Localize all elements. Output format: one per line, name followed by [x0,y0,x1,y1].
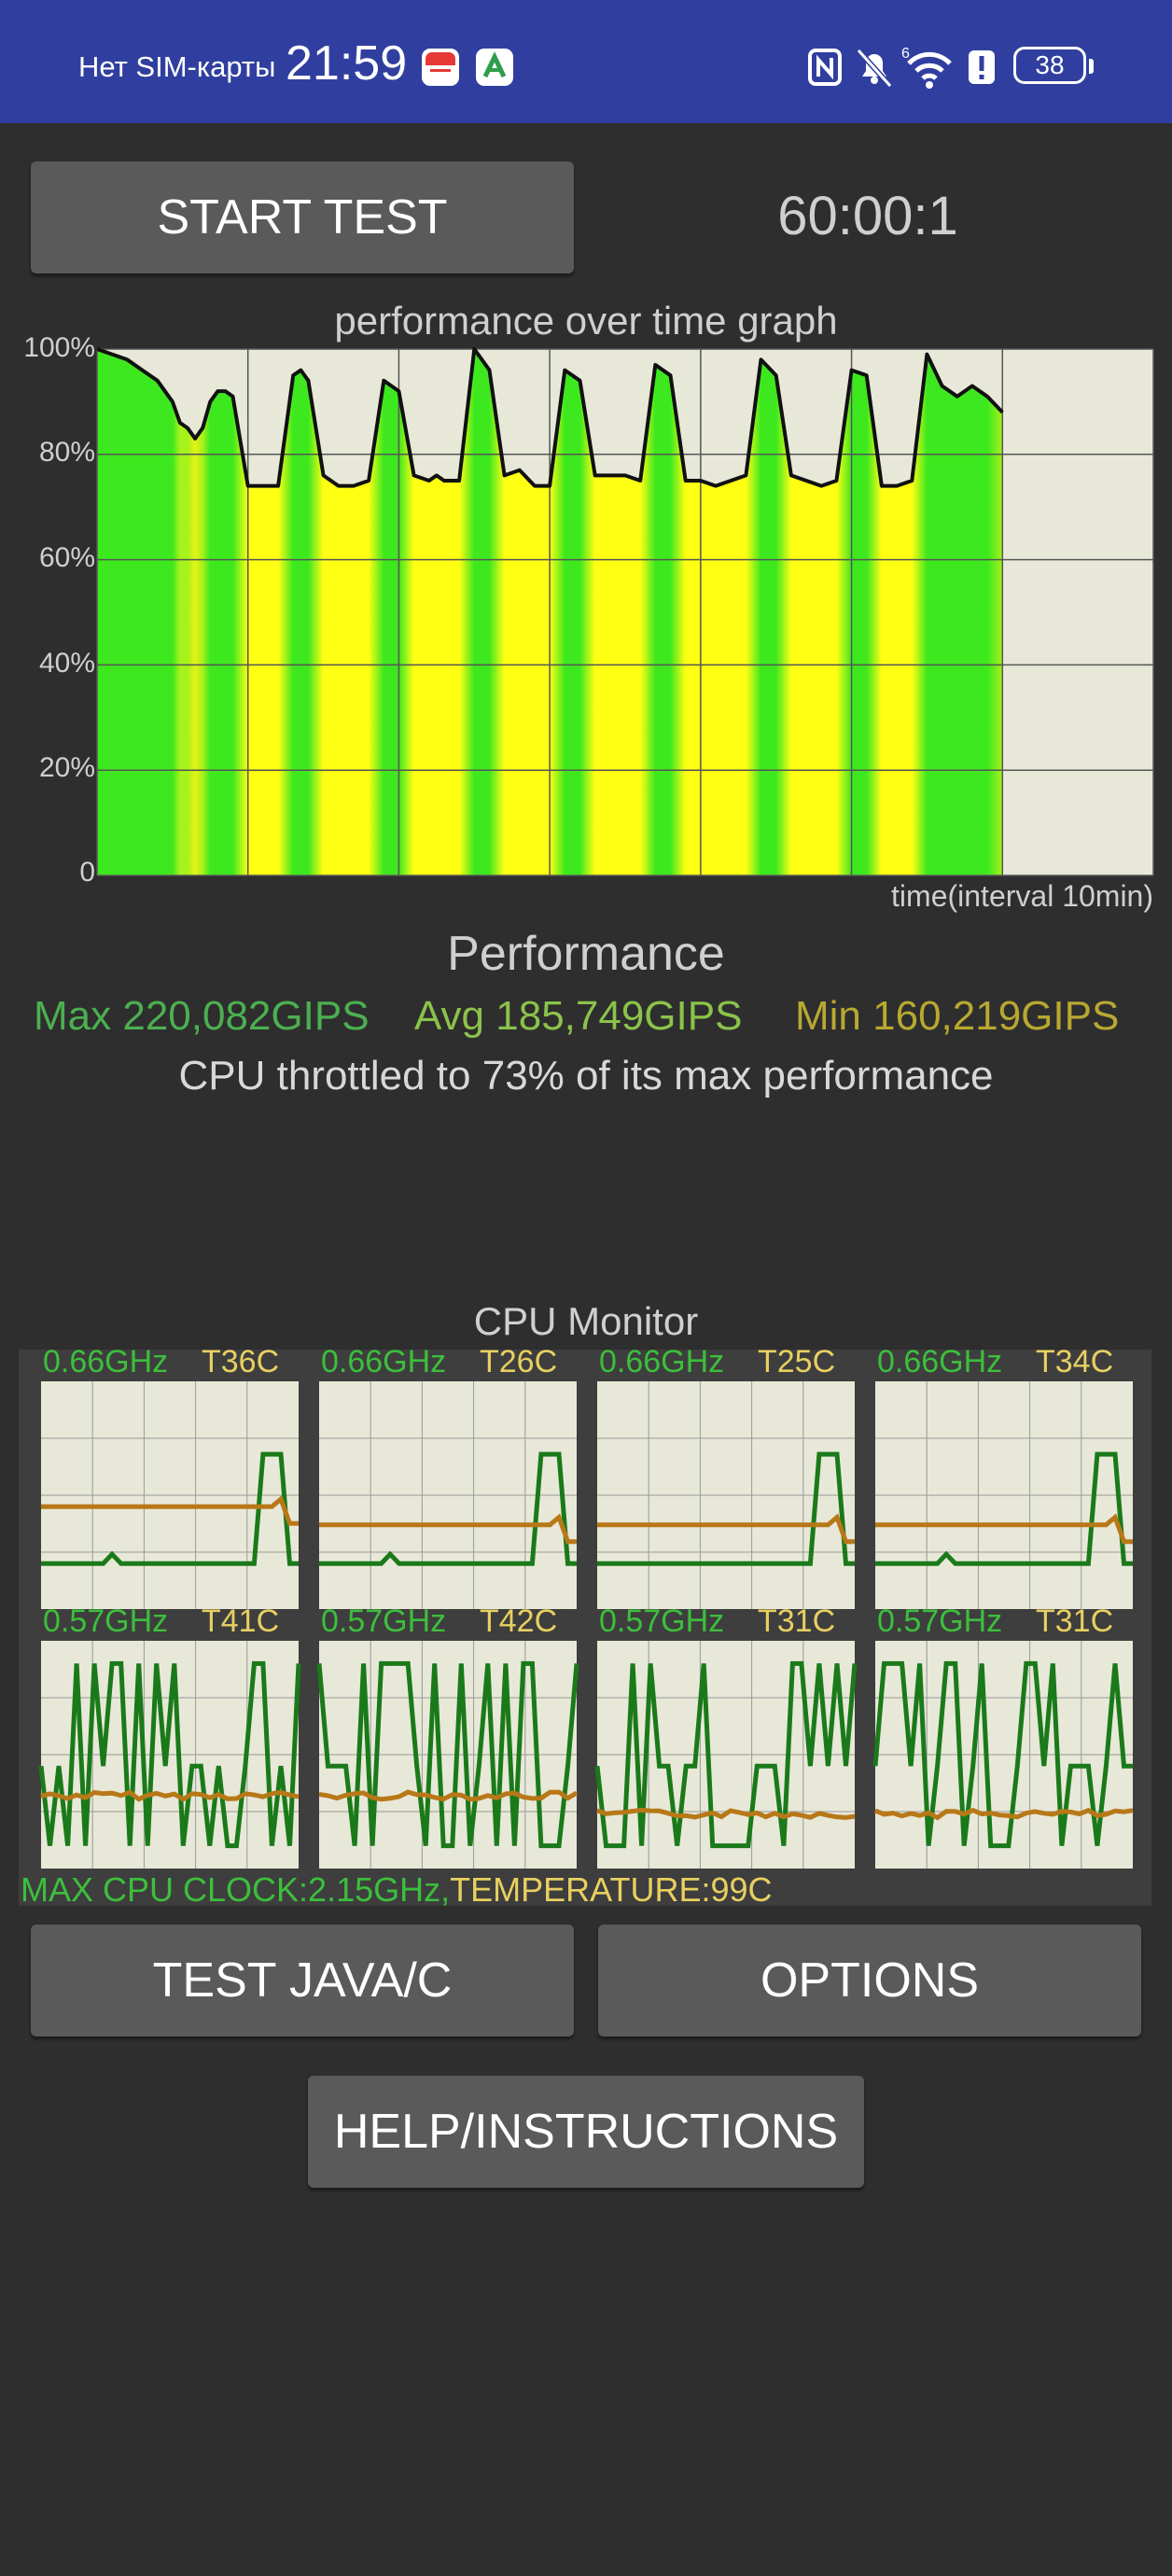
y-tick-80: 80% [38,437,95,468]
cpu-temperature-line [40,1789,300,1802]
cpu-core-graph [872,1641,1134,1869]
cpu-core-frequency: 0.57GHz [43,1603,169,1639]
max-cpu-info: MAX CPU CLOCK:2.15GHz,TEMPERATURE:99C [21,1870,773,1910]
mute-icon [853,43,896,91]
y-tick-60: 60% [38,542,95,573]
y-tick-0: 0 [79,857,95,888]
clock: 21:59 [286,36,408,91]
cpu-frequency-line [316,1660,579,1849]
graph-title: performance over time graph [334,299,838,343]
x-axis-label: time(interval 10min) [891,879,1153,913]
cpu-frequency-line [319,1451,577,1566]
nfc-icon [804,43,845,91]
performance-graph [96,347,1154,876]
max-temperature: TEMPERATURE:99C [450,1870,773,1909]
cpu-core-frequency: 0.57GHz [599,1603,725,1639]
calendar-app-icon [422,49,459,86]
cpu-frequency-line [38,1660,301,1849]
cpu-frequency-line [872,1660,1133,1849]
cpu-temperature-line [319,1513,577,1545]
cpu-core-graph [597,1381,855,1609]
performance-title: Performance [447,927,725,981]
test-timer: 60:00:1 [777,186,958,246]
test-java-c-button[interactable]: TEST JAVA/C [31,1925,574,2037]
y-tick-20: 20% [38,752,95,783]
cpu-frequency-line [875,1451,1133,1566]
cpu-core-frequency: 0.57GHz [877,1603,1003,1639]
cpu-temperature-line [41,1495,299,1526]
cpu-core-graph [594,1641,858,1869]
help-instructions-button[interactable]: HELP/INSTRUCTIONS [308,2076,864,2188]
cpu-core-temperature: T26C [480,1344,558,1379]
cpu-temperature-line [597,1513,855,1545]
cpu-temperature-line [318,1789,579,1802]
cpu-frequency-line [597,1451,855,1566]
graph-grid [96,348,1154,876]
cpu-core-graph [38,1641,301,1869]
cpu-temperature-line [596,1807,856,1820]
cpu-core-frequency: 0.57GHz [321,1603,447,1639]
green-app-icon [476,49,513,86]
cpu-core-temperature: T41C [202,1603,280,1639]
y-tick-100: 100% [23,332,95,363]
cpu-temperature-line [875,1513,1133,1545]
max-performance: Max 220,082GIPS [34,993,370,1039]
battery-icon: 38 [1013,47,1094,84]
throttle-text: CPU throttled to 73% of its max performa… [178,1053,994,1099]
cpu-core-temperature: T34C [1036,1344,1114,1379]
cpu-core-temperature: T36C [202,1344,280,1379]
cpu-frequency-line [594,1660,858,1849]
wifi-6-label: 6 [901,46,910,62]
cpu-monitor-title: CPU Monitor [473,1299,699,1343]
cpu-temperature-line [874,1807,1134,1821]
cpu-frequency-line [41,1451,299,1566]
cpu-core-graph [875,1381,1133,1609]
cpu-core-frequency: 0.66GHz [321,1344,447,1379]
y-tick-40: 40% [38,648,95,679]
performance-line [96,347,1004,488]
cpu-core-graph [41,1381,299,1609]
cpu-core-temperature: T31C [1036,1603,1114,1639]
cpu-core-frequency: 0.66GHz [43,1344,169,1379]
cpu-core-temperature: T31C [758,1603,836,1639]
carrier-label: Нет SIM-карты [78,50,276,83]
options-button[interactable]: OPTIONS [598,1925,1141,2037]
cpu-core-frequency: 0.66GHz [599,1344,725,1379]
min-performance: Min 160,219GIPS [795,993,1120,1039]
cpu-core-temperature: T25C [758,1344,836,1379]
cpu-core-frequency: 0.66GHz [877,1344,1003,1379]
cpu-monitor-graphs [38,1381,1134,1869]
cpu-core-temperature: T42C [480,1603,558,1639]
status-bar: Нет SIM-карты 21:59 6 38 [0,0,1172,123]
cpu-core-graph [316,1641,579,1869]
avg-performance: Avg 185,749GIPS [414,993,743,1039]
alert-icon [965,43,998,91]
start-test-button[interactable]: START TEST [31,161,574,273]
wifi-icon: 6 [901,43,957,91]
max-cpu-clock: MAX CPU CLOCK:2.15GHz, [21,1870,451,1909]
cpu-core-graph [319,1381,577,1609]
